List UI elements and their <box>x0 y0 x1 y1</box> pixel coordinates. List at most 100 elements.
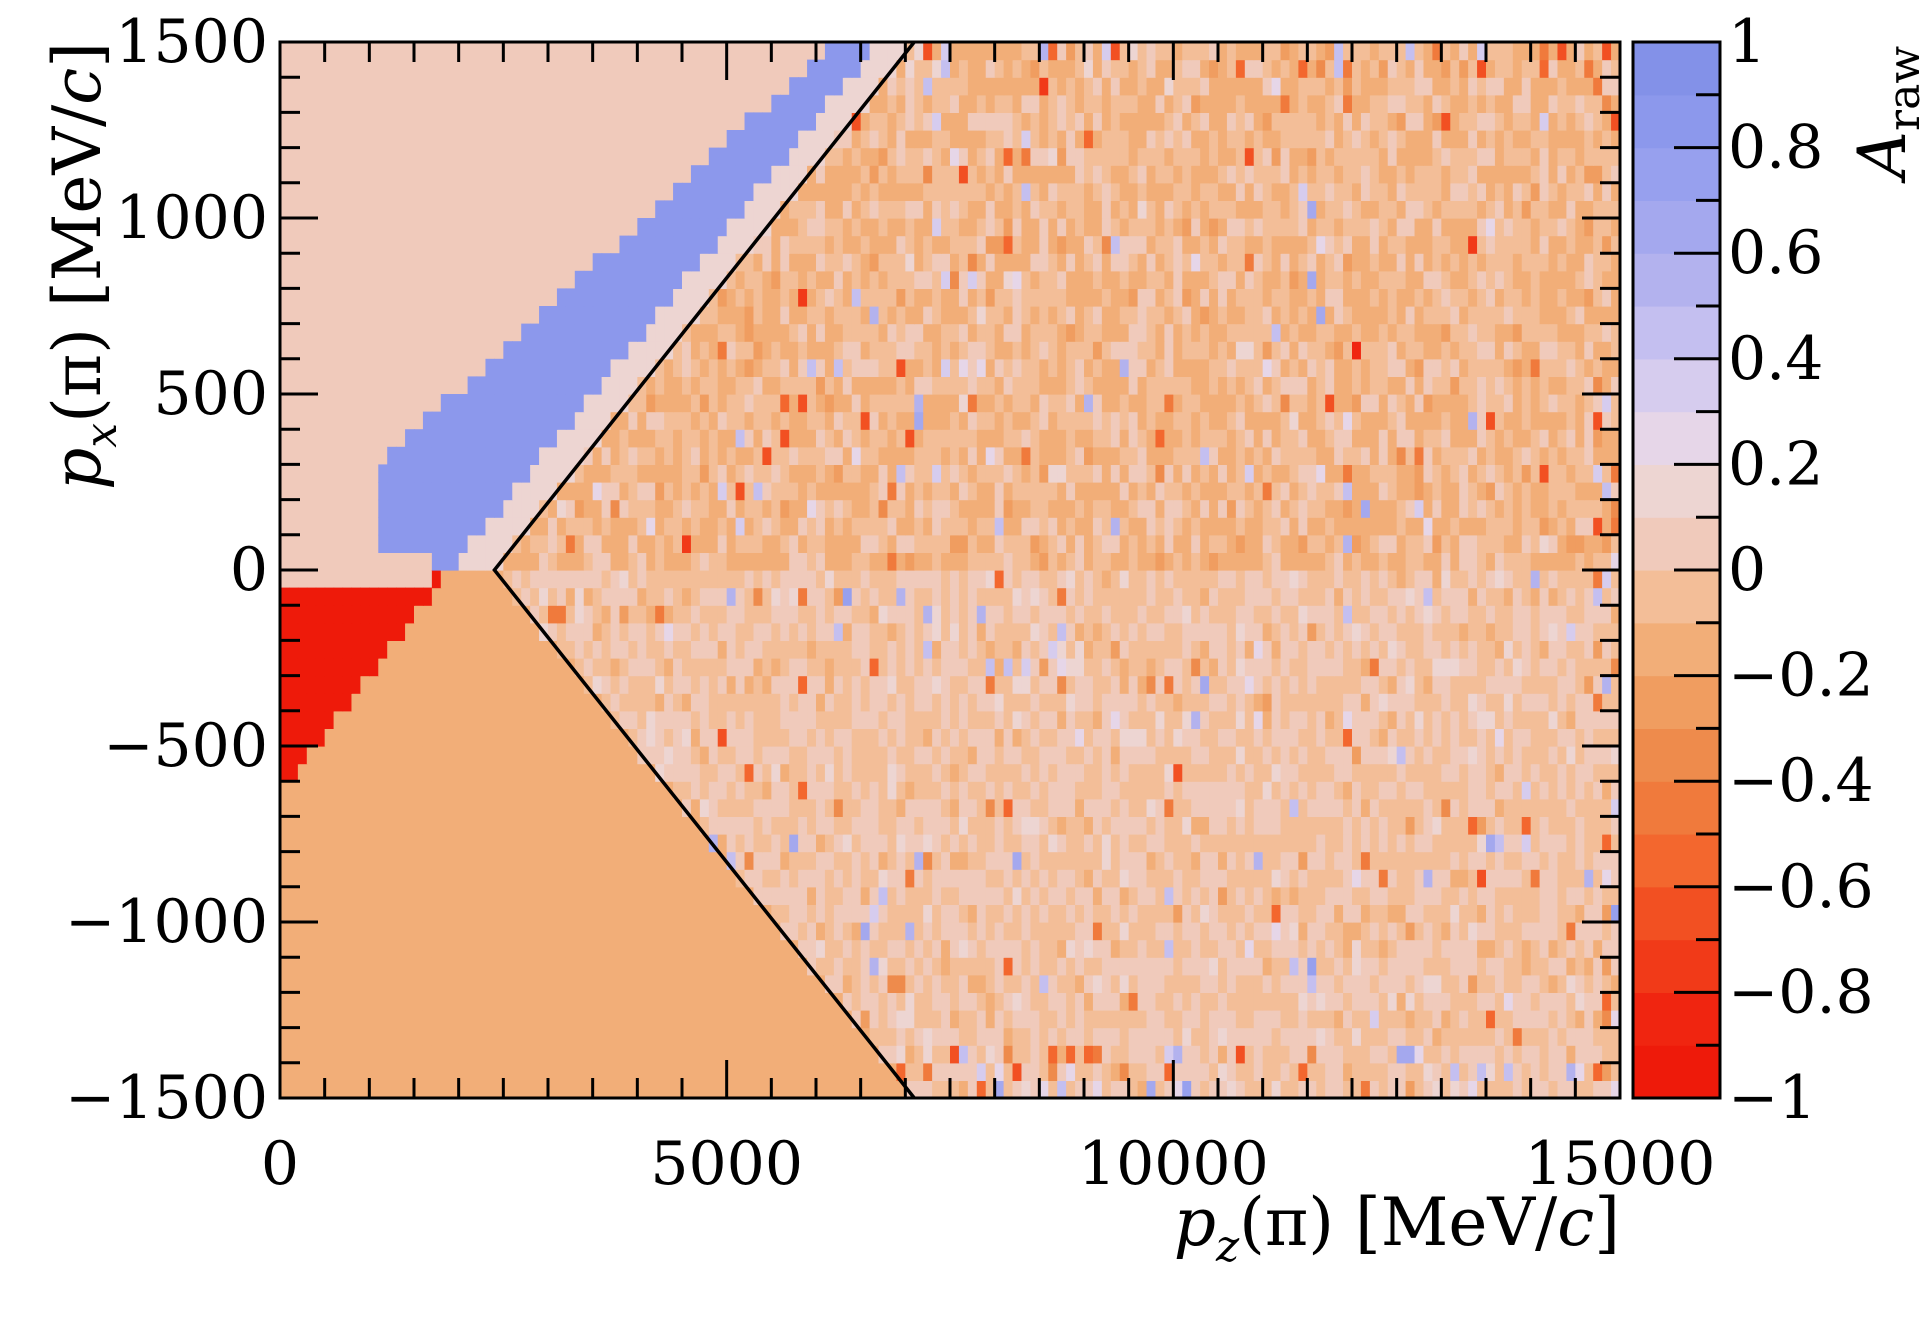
heatmap-cell <box>1244 1080 1255 1099</box>
heatmap-cell <box>1548 781 1559 800</box>
heatmap-cell <box>1155 974 1165 993</box>
heatmap-cell <box>1405 1080 1416 1099</box>
heatmap-cell <box>440 904 451 923</box>
heatmap-cell <box>771 640 781 659</box>
heatmap-cell <box>1405 816 1416 835</box>
heatmap-cell <box>637 534 647 553</box>
heatmap-cell <box>1173 534 1183 553</box>
heatmap-cell <box>467 1080 478 1099</box>
heatmap-cell <box>1611 622 1621 641</box>
heatmap-cell <box>699 922 710 941</box>
heatmap-cell <box>994 640 1005 659</box>
heatmap-cell <box>297 904 308 923</box>
heatmap-cell <box>869 869 880 888</box>
heatmap-cell <box>1396 851 1407 870</box>
heatmap-cell <box>1539 1080 1550 1099</box>
heatmap-cell <box>878 499 889 518</box>
heatmap-cell <box>860 904 871 923</box>
heatmap-cell <box>1441 957 1451 976</box>
heatmap-cell <box>1405 886 1416 905</box>
heatmap-cell <box>646 798 656 817</box>
heatmap-cell <box>1182 710 1192 729</box>
heatmap-cell <box>994 834 1005 853</box>
heatmap-cell <box>1316 957 1326 976</box>
heatmap-cell <box>950 587 960 606</box>
heatmap-cell <box>414 640 424 659</box>
heatmap-cell <box>717 798 728 817</box>
heatmap-cell <box>360 816 370 835</box>
heatmap-cell <box>476 1062 487 1081</box>
heatmap-cell <box>503 1080 513 1099</box>
heatmap-cell <box>1155 869 1165 888</box>
heatmap-cell <box>1396 904 1407 923</box>
heatmap-cell <box>655 816 665 835</box>
heatmap-cell <box>1030 834 1040 853</box>
heatmap-cell <box>1494 922 1505 941</box>
heatmap-cell <box>288 851 299 870</box>
heatmap-cell <box>476 499 487 518</box>
heatmap-cell <box>842 869 853 888</box>
heatmap-cell <box>1530 1010 1541 1029</box>
heatmap-cell <box>744 728 755 747</box>
heatmap-cell <box>816 974 826 993</box>
heatmap-cell <box>1423 939 1433 958</box>
heatmap-cell <box>414 728 424 747</box>
heatmap-cell <box>1092 640 1103 659</box>
heatmap-cell <box>950 869 960 888</box>
heatmap-cell <box>690 834 701 853</box>
heatmap-cell <box>655 675 665 694</box>
heatmap-cell <box>387 1062 397 1081</box>
heatmap-cell <box>994 904 1005 923</box>
heatmap-cell <box>396 658 406 677</box>
heatmap-cell <box>994 499 1005 518</box>
heatmap-cell <box>958 552 969 571</box>
heatmap-cell <box>682 658 692 677</box>
heatmap-cell <box>1173 992 1183 1011</box>
heatmap-cell <box>735 1045 746 1064</box>
heatmap-cell <box>726 851 737 870</box>
heatmap-cell <box>1432 587 1442 606</box>
heatmap-cell <box>548 693 558 712</box>
heatmap-cell <box>467 957 478 976</box>
heatmap-cell <box>405 834 415 853</box>
heatmap-cell <box>771 798 781 817</box>
heatmap-cell <box>565 1062 576 1081</box>
heatmap-cell <box>1459 798 1469 817</box>
heatmap-cell <box>503 1062 513 1081</box>
heatmap-cell <box>1146 640 1157 659</box>
heatmap-cell <box>458 904 469 923</box>
heatmap-cell <box>521 1027 531 1046</box>
heatmap-cell <box>780 763 790 782</box>
heatmap-cell <box>1316 904 1326 923</box>
heatmap-cell <box>1584 1027 1594 1046</box>
heatmap-cell <box>1057 869 1067 888</box>
heatmap-cell <box>1575 534 1585 553</box>
heatmap-cell <box>869 622 880 641</box>
heatmap-cell <box>637 605 647 624</box>
heatmap-cell <box>1468 834 1478 853</box>
heatmap-cell <box>548 886 558 905</box>
heatmap-cell <box>530 957 540 976</box>
heatmap-cell <box>485 605 495 624</box>
heatmap-cell <box>958 1045 969 1064</box>
heatmap-cell <box>833 1062 844 1081</box>
heatmap-cell <box>378 710 388 729</box>
heatmap-cell <box>378 693 388 712</box>
heatmap-cell <box>646 904 656 923</box>
heatmap-cell <box>780 798 790 817</box>
heatmap-cell <box>655 798 665 817</box>
heatmap-cell <box>967 1027 978 1046</box>
heatmap-cell <box>288 605 299 624</box>
heatmap-cell <box>1200 728 1210 747</box>
heatmap-cell <box>539 957 549 976</box>
heatmap-cell <box>887 1045 897 1064</box>
heatmap-cell <box>1352 1027 1362 1046</box>
heatmap-cell <box>521 939 531 958</box>
heatmap-cell <box>1191 693 1201 712</box>
heatmap-cell <box>1110 1010 1121 1029</box>
heatmap-cell <box>449 640 460 659</box>
heatmap-cell <box>1048 622 1058 641</box>
heatmap-cell <box>548 781 558 800</box>
heatmap-cell <box>1084 1027 1094 1046</box>
heatmap-cell <box>896 922 906 941</box>
